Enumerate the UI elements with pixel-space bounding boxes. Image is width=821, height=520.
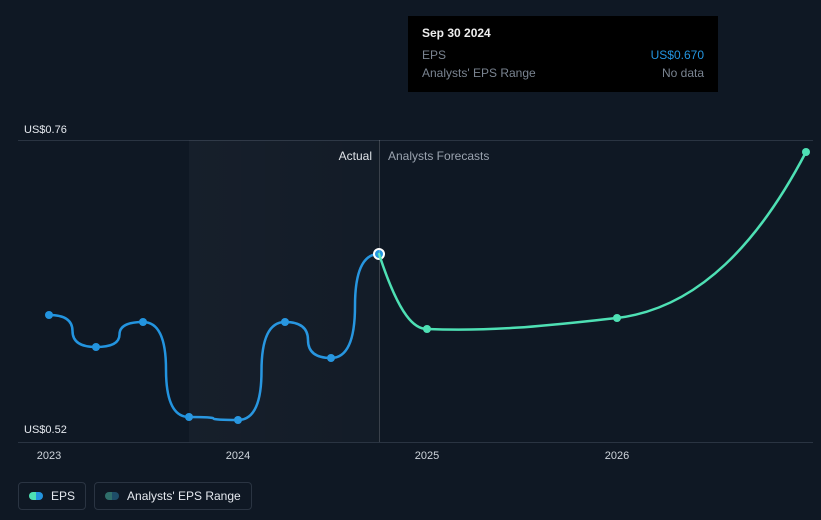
tooltip-label-eps: EPS [422,46,446,64]
tooltip-row-eps: EPS US$0.670 [422,46,704,64]
forecast-line [379,152,806,330]
eps-marker [281,318,289,326]
tooltip-label-range: Analysts' EPS Range [422,64,536,82]
eps-marker [45,311,53,319]
hover-indicator-line [379,140,380,442]
x-label-2025: 2025 [415,450,439,462]
legend-label-range: Analysts' EPS Range [127,489,241,503]
forecast-marker [423,325,431,333]
region-label-actual: Actual [300,149,372,163]
eps-line [49,254,379,420]
hover-tooltip: Sep 30 2024 EPS US$0.670 Analysts' EPS R… [408,16,718,92]
x-label-2024: 2024 [226,450,250,462]
plot-top-line [18,140,813,141]
eps-marker [185,413,193,421]
y-label-upper: US$0.76 [24,124,67,136]
eps-marker [92,343,100,351]
eps-marker [327,354,335,362]
legend-label-eps: EPS [51,489,75,503]
y-label-lower: US$0.52 [24,424,67,436]
eps-chart: Actual Analysts Forecasts US$0.76 US$0.5… [0,0,821,520]
tooltip-value-eps: US$0.670 [651,46,704,64]
legend-swatch-range [105,492,119,500]
legend: EPS Analysts' EPS Range [18,482,252,510]
x-axis-line [18,442,813,443]
eps-marker [234,416,242,424]
forecast-marker [613,314,621,322]
tooltip-row-range: Analysts' EPS Range No data [422,64,704,82]
legend-item-eps[interactable]: EPS [18,482,86,510]
legend-swatch-eps [29,492,43,500]
x-label-2023: 2023 [37,450,61,462]
region-label-forecast: Analysts Forecasts [388,149,489,163]
eps-marker [139,318,147,326]
tooltip-date: Sep 30 2024 [422,26,704,40]
tooltip-value-range: No data [662,64,704,82]
forecast-marker [802,148,810,156]
legend-item-analysts-range[interactable]: Analysts' EPS Range [94,482,252,510]
x-label-2026: 2026 [605,450,629,462]
